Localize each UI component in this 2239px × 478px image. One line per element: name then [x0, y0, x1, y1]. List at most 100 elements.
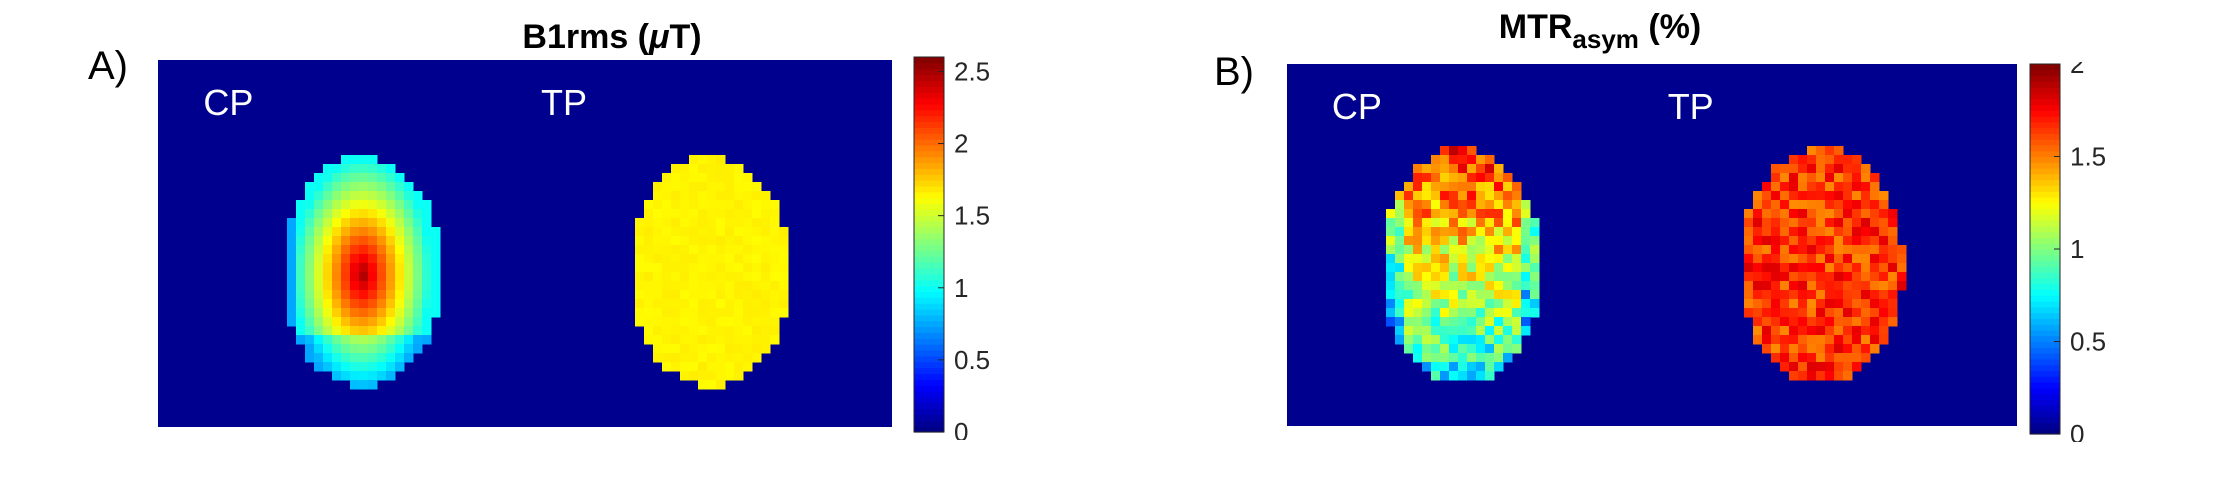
map-pixel: [332, 200, 342, 210]
map-pixel: [1431, 182, 1441, 192]
map-pixel: [350, 155, 360, 165]
map-pixel: [305, 182, 315, 192]
map-pixel: [404, 308, 414, 318]
map-pixel: [395, 182, 405, 192]
map-pixel: [368, 353, 378, 363]
map-pixel: [1530, 254, 1540, 264]
map-pixel: [332, 281, 342, 291]
map-pixel: [377, 281, 387, 291]
map-pixel: [377, 254, 387, 264]
map-pixel: [752, 245, 762, 255]
map-pixel: [1422, 236, 1432, 246]
colorbar-step: [2030, 301, 2060, 308]
map-pixel: [1762, 209, 1772, 219]
map-pixel: [1816, 191, 1826, 201]
map-pixel: [1458, 155, 1468, 165]
map-pixel: [359, 317, 369, 327]
map-pixel: [779, 290, 789, 300]
map-pixel: [1852, 236, 1862, 246]
map-pixel: [1771, 182, 1781, 192]
map-pixel: [1861, 281, 1871, 291]
map-pixel: [1494, 317, 1504, 327]
map-pixel: [689, 164, 699, 174]
map-pixel: [743, 290, 753, 300]
map-pixel: [689, 290, 699, 300]
colorbar-step: [914, 133, 944, 140]
map-pixel: [1449, 209, 1459, 219]
map-pixel: [1485, 236, 1495, 246]
map-pixel: [1816, 146, 1826, 156]
map-pixel: [341, 317, 351, 327]
map-pixel: [1521, 218, 1531, 228]
map-pixel: [671, 344, 681, 354]
map-pixel: [1834, 299, 1844, 309]
map-pixel: [1888, 299, 1898, 309]
map-pixel: [332, 362, 342, 372]
map-pixel: [680, 344, 690, 354]
map-pixel: [1870, 218, 1880, 228]
map-pixel: [1404, 281, 1414, 291]
map-pixel: [395, 227, 405, 237]
map-pixel: [1467, 155, 1477, 165]
map-pixel: [422, 236, 432, 246]
map-pixel: [1798, 371, 1808, 381]
map-pixel: [1870, 191, 1880, 201]
map-pixel: [1753, 281, 1763, 291]
colorbar-step: [2030, 399, 2060, 406]
map-pixel: [1780, 326, 1790, 336]
map-pixel: [689, 335, 699, 345]
map-pixel: [1521, 308, 1531, 318]
map-pixel: [1413, 236, 1423, 246]
map-pixel: [1843, 173, 1853, 183]
map-pixel: [1449, 299, 1459, 309]
map-pixel: [734, 299, 744, 309]
map-pixel: [377, 263, 387, 273]
map-pixel: [1485, 344, 1495, 354]
map-pixel: [1467, 290, 1477, 300]
map-pixel: [1798, 236, 1808, 246]
map-pixel: [431, 281, 441, 291]
map-pixel: [1422, 308, 1432, 318]
map-pixel: [1870, 290, 1880, 300]
map-pixel: [1807, 272, 1817, 282]
map-pixel: [422, 281, 432, 291]
map-pixel: [1386, 317, 1396, 327]
colorbar-step: [2030, 347, 2060, 354]
colorbar-step: [914, 150, 944, 158]
map-pixel: [404, 272, 414, 282]
map-pixel: [1861, 344, 1871, 354]
map-pixel: [1807, 317, 1817, 327]
map-pixel: [368, 263, 378, 273]
map-pixel: [761, 344, 771, 354]
map-pixel: [287, 308, 297, 318]
map-pixel: [1789, 353, 1799, 363]
colorbar-step: [914, 344, 944, 351]
map-pixel: [1440, 335, 1450, 345]
map-pixel: [671, 290, 681, 300]
map-pixel: [1458, 353, 1468, 363]
map-pixel: [1834, 236, 1844, 246]
colorbar-tick-label: 1.5: [954, 201, 990, 231]
map-pixel: [671, 308, 681, 318]
map-pixel: [1431, 254, 1441, 264]
colorbar-step: [2030, 92, 2060, 100]
map-pixel: [1762, 335, 1772, 345]
colorbar-step: [2030, 110, 2060, 117]
map-pixel: [350, 281, 360, 291]
colorbar-tick-label: 1.5: [2070, 142, 2106, 172]
map-pixel: [716, 335, 726, 345]
map-pixel: [1789, 344, 1799, 354]
map-pixel: [305, 272, 315, 282]
map-pixel: [386, 317, 396, 327]
map-pixel: [422, 218, 432, 228]
map-pixel: [368, 272, 378, 282]
map-pixel: [341, 290, 351, 300]
map-pixel: [350, 191, 360, 201]
map-pixel: [1431, 344, 1441, 354]
map-pixel: [1440, 344, 1450, 354]
map-pixel: [770, 281, 780, 291]
map-pixel: [1834, 362, 1844, 372]
map-pixel: [1852, 326, 1862, 336]
map-pixel: [350, 362, 360, 372]
map-pixel: [1753, 200, 1763, 210]
